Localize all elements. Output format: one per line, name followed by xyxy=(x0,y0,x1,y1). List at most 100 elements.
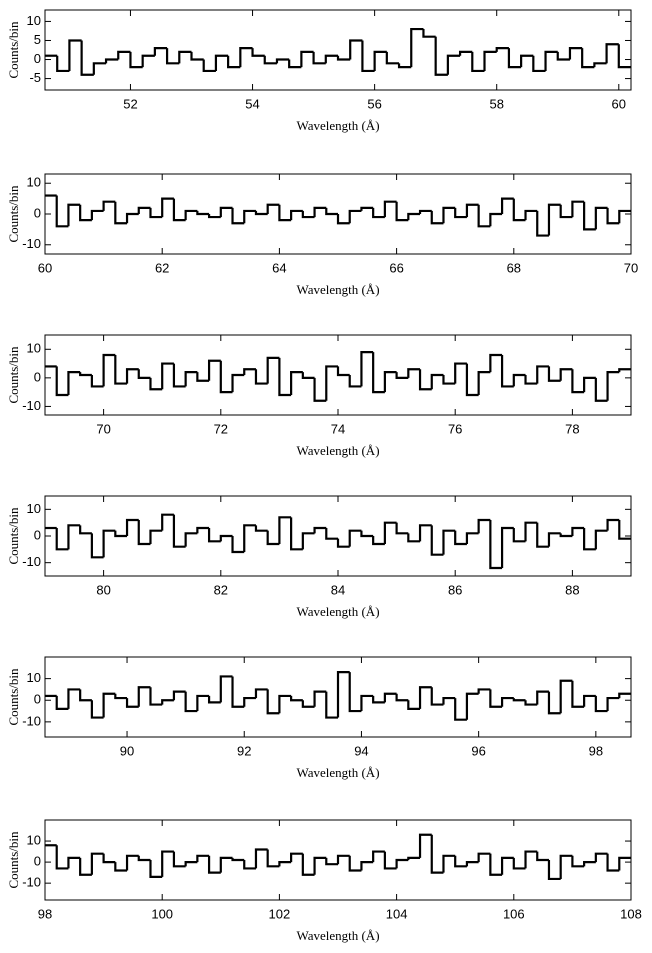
histogram-step xyxy=(325,857,338,866)
histogram-step xyxy=(512,857,526,870)
x-axis-label: Wavelength (Å) xyxy=(296,443,379,458)
histogram-step xyxy=(372,352,385,394)
histogram-step xyxy=(395,372,409,379)
y-tick-label: -5 xyxy=(29,70,41,85)
histogram-step xyxy=(67,688,81,709)
x-tick-label: 102 xyxy=(269,906,291,921)
plot-frame xyxy=(44,819,632,901)
histogram-step xyxy=(348,209,362,224)
histogram-step xyxy=(383,200,397,218)
histogram-step xyxy=(172,851,186,868)
histogram-step xyxy=(207,214,221,219)
histogram-step xyxy=(458,50,473,56)
histogram-step xyxy=(500,856,514,875)
histogram-step xyxy=(442,854,456,873)
histogram-step xyxy=(172,514,186,548)
histogram-step xyxy=(125,854,139,871)
histogram-step xyxy=(55,366,69,397)
histogram-step xyxy=(161,362,174,390)
histogram-step xyxy=(360,694,374,712)
x-tick-label: 80 xyxy=(96,582,110,597)
histogram-step xyxy=(325,365,338,401)
histogram-step xyxy=(430,373,444,390)
histogram-step xyxy=(325,207,338,216)
histogram-step xyxy=(410,27,424,68)
histogram-step xyxy=(556,51,570,61)
histogram-step xyxy=(524,209,538,221)
histogram-step xyxy=(290,695,303,702)
histogram-step xyxy=(219,856,233,873)
y-tick-label: -10 xyxy=(22,398,41,413)
histogram-step xyxy=(594,695,608,713)
histogram-step xyxy=(207,528,221,543)
histogram-step xyxy=(383,692,397,703)
histogram-step xyxy=(184,209,198,221)
histogram-step xyxy=(196,526,210,534)
histogram-step xyxy=(547,691,561,715)
histogram-step xyxy=(137,206,151,214)
histogram-step xyxy=(324,54,338,64)
histogram-step xyxy=(102,853,116,864)
histogram-step xyxy=(125,698,139,708)
histogram-step xyxy=(202,59,216,73)
histogram-step xyxy=(102,529,116,558)
histogram-step xyxy=(184,691,198,713)
histogram-step xyxy=(618,368,631,373)
histogram-step xyxy=(520,54,534,68)
histogram-step xyxy=(477,371,491,395)
histogram-step xyxy=(79,857,92,876)
histogram-step xyxy=(489,212,503,227)
histogram-step xyxy=(507,48,522,69)
histogram-step xyxy=(301,210,315,219)
histogram-step xyxy=(524,375,538,385)
histogram-step xyxy=(524,850,538,869)
histogram-step xyxy=(360,206,374,211)
histogram-step xyxy=(55,695,69,710)
histogram-step xyxy=(219,534,233,542)
x-tick-label: 100 xyxy=(151,906,173,921)
histogram-step xyxy=(290,209,303,221)
histogram-step xyxy=(336,214,350,225)
histogram-step xyxy=(313,206,327,218)
histogram-step xyxy=(606,207,620,225)
histogram-step xyxy=(243,524,256,552)
histogram-step xyxy=(68,39,82,71)
histogram-step xyxy=(313,856,327,875)
histogram-step xyxy=(125,368,139,384)
histogram-step xyxy=(114,530,128,538)
histogram-step xyxy=(125,212,139,224)
x-tick-label: 54 xyxy=(245,96,259,111)
histogram-step xyxy=(67,524,81,550)
histogram-step xyxy=(512,698,526,702)
histogram-step xyxy=(383,371,397,393)
histogram-step xyxy=(442,696,456,705)
histogram-step xyxy=(395,693,409,702)
histogram-step xyxy=(348,855,362,872)
x-tick-label: 56 xyxy=(367,96,381,111)
histogram-step xyxy=(190,51,204,61)
histogram-step xyxy=(407,700,421,710)
histogram-step xyxy=(149,687,163,706)
histogram-step xyxy=(568,46,583,60)
histogram-step xyxy=(454,530,467,546)
histogram-step xyxy=(278,516,292,544)
x-tick-label: 108 xyxy=(620,906,642,921)
x-tick-label: 98 xyxy=(589,743,603,758)
histogram-step xyxy=(90,700,104,719)
histogram-step xyxy=(114,693,128,700)
x-tick-label: 52 xyxy=(123,96,137,111)
histogram-step xyxy=(172,690,186,701)
histogram-step xyxy=(219,206,233,218)
y-tick-label: -10 xyxy=(22,236,41,251)
histogram-step xyxy=(243,696,256,707)
histogram-step xyxy=(67,856,81,869)
histogram-step xyxy=(266,849,280,868)
histogram-step xyxy=(313,526,327,534)
x-axis-label: Wavelength (Å) xyxy=(296,765,379,780)
histogram-step xyxy=(184,532,198,547)
histogram-step xyxy=(137,369,151,379)
histogram-step xyxy=(434,36,448,76)
histogram-step xyxy=(547,203,561,236)
histogram-step xyxy=(395,858,409,869)
